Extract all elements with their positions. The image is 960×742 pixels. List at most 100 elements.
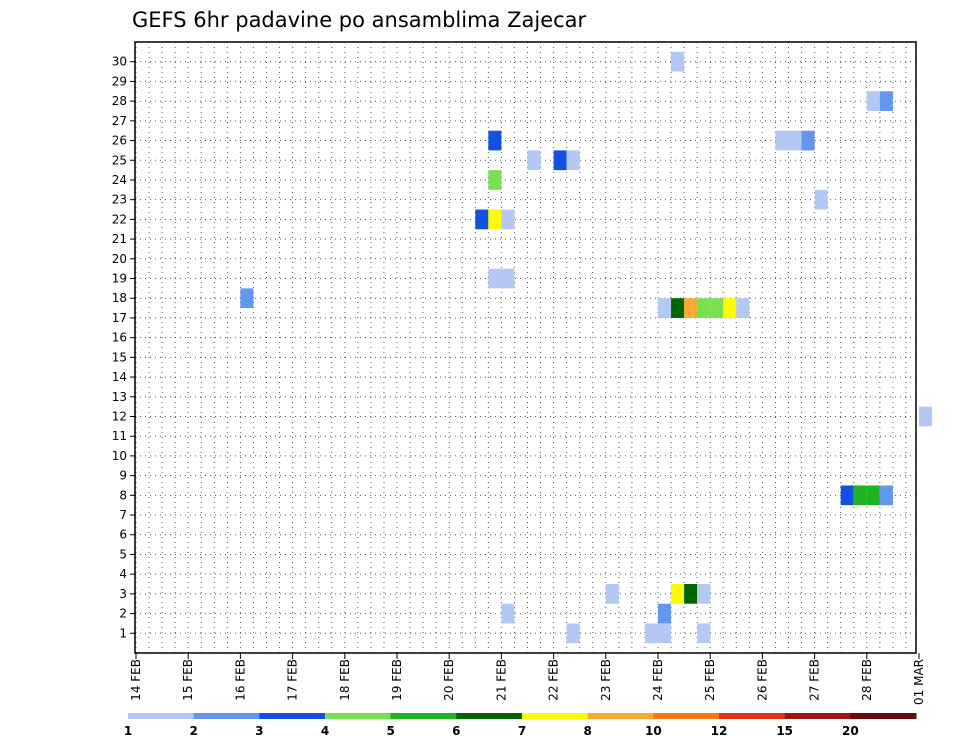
x-tick-label: 24 FEB [651,659,665,701]
colorbar-label: 6 [452,724,460,738]
precip-cell [775,130,789,151]
grid-lines [135,42,916,653]
plot-frame [134,41,917,654]
colorbar-swatch [653,713,720,719]
precip-cell [566,623,580,644]
colorbar-label: 5 [386,724,394,738]
y-tick-label: 28 [112,94,127,108]
precip-cell [671,51,685,72]
precip-cell [866,91,880,111]
colorbar-swatch [784,713,851,719]
precip-cell [697,584,711,604]
y-tick-label: 2 [119,607,127,621]
precip-cell [488,170,502,190]
precip-cell [501,268,515,289]
precip-cell [501,603,515,624]
x-tick-label: 21 FEB [494,659,508,701]
colorbar-label: 1 [124,724,132,738]
precip-cell [684,584,698,604]
precip-cell [697,298,711,318]
colorbar-label: 3 [255,724,263,738]
colorbar-label: 12 [711,724,728,738]
x-tick-label: 22 FEB [547,659,561,701]
colorbar-swatch [390,713,457,719]
x-tick-label: 28 FEB [860,659,874,701]
precip-cell [644,623,658,644]
precip-cell [566,150,580,171]
colorbar-swatch [193,713,260,719]
colorbar: 1 2 3 4 5 6 7 8 10 12 15 20 [124,713,917,738]
colorbar-swatch [128,713,195,719]
precip-cell [671,584,685,604]
colorbar-label: 20 [842,724,859,738]
precip-cell [697,623,711,644]
precip-cell [240,288,254,309]
y-tick-label: 25 [112,153,127,167]
y-tick-label: 3 [119,587,127,601]
precip-cell [658,623,672,644]
precip-cell [736,298,750,318]
precip-cell [723,298,737,318]
y-tick-label: 20 [112,252,127,266]
precip-cell [684,298,698,318]
y-tick-label: 14 [112,370,127,384]
colorbar-label: 15 [776,724,793,738]
precip-cell [879,485,893,506]
precip-cell [814,189,828,210]
precip-cell [788,130,802,151]
x-tick-label: 16 FEB [233,659,247,701]
y-tick-label: 29 [112,74,127,88]
colorbar-label: 4 [321,724,329,738]
precip-cell [488,209,502,230]
y-tick-label: 6 [119,528,127,542]
colorbar-label: 7 [518,724,526,738]
precip-cell [527,150,541,171]
y-tick-label: 19 [112,272,127,286]
y-tick-label: 30 [112,55,127,69]
precip-cell [605,584,619,604]
y-axis-ticks: 1234567891011121314151617181920212223242… [112,55,135,640]
x-tick-label: 18 FEB [338,659,352,701]
y-tick-label: 24 [112,173,127,187]
x-tick-label: 20 FEB [442,659,456,701]
y-tick-label: 9 [119,469,127,483]
precip-cell [853,485,867,506]
chart-title: GEFS 6hr padavine po ansamblima Zajecar [132,8,587,32]
colorbar-swatch [587,713,654,719]
x-tick-label: 23 FEB [599,659,613,701]
precip-cell [801,130,815,151]
colorbar-label: 2 [189,724,197,738]
x-tick-label: 17 FEB [286,659,300,701]
y-tick-label: 7 [119,508,127,522]
precip-cell [488,268,502,289]
precip-cell [553,150,567,171]
x-tick-label: 27 FEB [808,659,822,701]
y-tick-label: 8 [119,488,127,502]
colorbar-label: 8 [583,724,591,738]
precip-cell [475,209,489,230]
y-tick-label: 12 [112,409,127,423]
colorbar-swatch [259,713,326,719]
y-tick-label: 15 [112,350,127,364]
precip-cell [710,298,724,318]
y-tick-label: 13 [112,390,127,404]
precip-cell [866,485,880,506]
precip-cell [879,91,893,111]
precip-cell [671,298,685,318]
y-tick-label: 5 [119,547,127,561]
colorbar-swatch [719,713,786,719]
y-tick-label: 17 [112,311,127,325]
precip-cell [658,298,672,318]
y-tick-label: 26 [112,134,127,148]
y-tick-label: 4 [119,567,127,581]
x-axis-ticks: 14 FEB 15 FEB 16 FEB 17 FEB 18 FEB 19 FEB 20 F… [129,653,926,705]
colorbar-swatch [522,713,589,719]
y-tick-label: 10 [112,449,127,463]
y-tick-label: 22 [112,212,127,226]
x-tick-label: 14 FEB [129,659,143,701]
y-tick-label: 27 [112,114,127,128]
colorbar-swatch [325,713,392,719]
y-tick-label: 1 [119,626,127,640]
precip-cell [501,209,515,230]
